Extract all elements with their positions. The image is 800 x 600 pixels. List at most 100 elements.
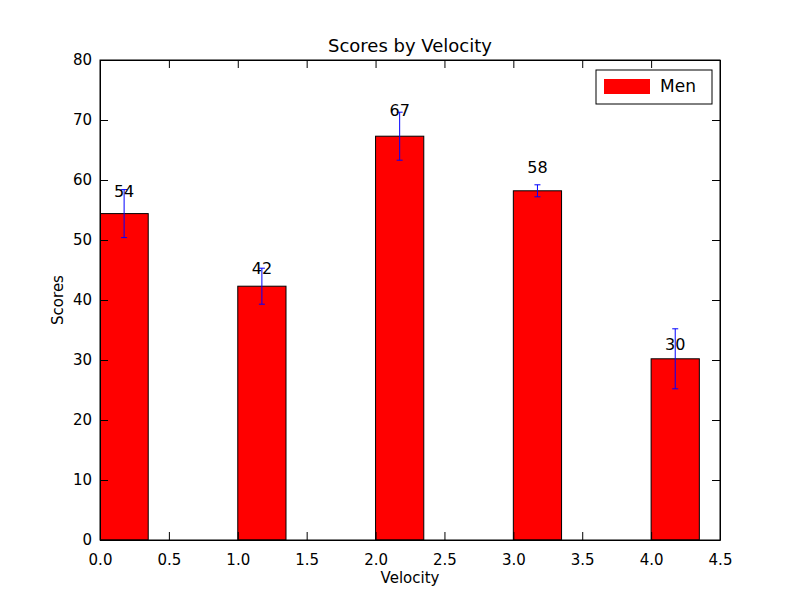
error-cap bbox=[672, 328, 678, 329]
error-cap bbox=[259, 304, 265, 305]
tick: 80 bbox=[73, 51, 108, 69]
tick-mark bbox=[100, 360, 108, 361]
tick-label: 80 bbox=[73, 51, 92, 69]
tick-mark bbox=[307, 532, 308, 540]
plot-area bbox=[100, 112, 699, 540]
tick-label: 70 bbox=[73, 111, 92, 129]
tick-mark bbox=[712, 420, 720, 421]
bar-series bbox=[100, 112, 699, 540]
tick-mark bbox=[100, 300, 108, 301]
tick-mark bbox=[100, 480, 108, 481]
tick-mark bbox=[100, 60, 108, 61]
tick: 70 bbox=[73, 111, 108, 129]
x-axis: 0.0 0.5 1.0 1.5 2.0 2.5 3.0 3.5 4.0 4.5 bbox=[89, 532, 733, 569]
tick bbox=[238, 60, 239, 68]
tick: 40 bbox=[73, 291, 108, 309]
tick: 3.5 bbox=[571, 532, 595, 569]
tick-label: 4.5 bbox=[709, 551, 733, 569]
tick-mark bbox=[582, 532, 583, 540]
tick-mark bbox=[712, 60, 720, 61]
tick-label: 0 bbox=[82, 531, 92, 549]
tick-mark bbox=[712, 480, 720, 481]
tick: 0 bbox=[82, 531, 108, 549]
data-label: 54 bbox=[114, 182, 134, 201]
tick bbox=[513, 60, 514, 68]
tick: 1.0 bbox=[226, 532, 250, 569]
error-cap bbox=[672, 388, 678, 389]
tick-label: 1.0 bbox=[226, 551, 250, 569]
tick: 4.0 bbox=[640, 532, 664, 569]
bar bbox=[376, 136, 424, 540]
tick bbox=[712, 300, 720, 301]
tick-mark bbox=[651, 532, 652, 540]
tick-mark bbox=[238, 532, 239, 540]
tick-mark bbox=[444, 60, 445, 68]
tick-mark bbox=[100, 240, 108, 241]
tick bbox=[376, 60, 377, 68]
tick-mark bbox=[712, 360, 720, 361]
tick-label: 3.5 bbox=[571, 551, 595, 569]
tick-mark bbox=[307, 60, 308, 68]
tick: 2.0 bbox=[364, 532, 388, 569]
tick: 0.5 bbox=[157, 532, 181, 569]
tick-mark bbox=[169, 532, 170, 540]
tick-mark bbox=[712, 540, 720, 541]
tick bbox=[712, 60, 720, 61]
tick bbox=[444, 60, 445, 68]
legend: Men bbox=[596, 70, 712, 104]
tick-mark bbox=[712, 300, 720, 301]
y-axis: 01020304050607080 bbox=[73, 51, 108, 549]
tick bbox=[651, 60, 652, 68]
bar bbox=[513, 191, 561, 540]
error-cap bbox=[534, 196, 540, 197]
tick: 50 bbox=[73, 231, 108, 249]
y-axis-right bbox=[712, 61, 721, 541]
error-bar bbox=[534, 185, 540, 197]
axis-line bbox=[720, 61, 721, 541]
tick-label: 2.5 bbox=[433, 551, 457, 569]
tick-label: 0.5 bbox=[157, 551, 181, 569]
legend-label: Men bbox=[660, 76, 696, 96]
tick: 1.5 bbox=[295, 532, 319, 569]
tick-label: 3.0 bbox=[502, 551, 526, 569]
error-line bbox=[537, 185, 538, 197]
tick bbox=[712, 180, 720, 181]
tick-mark bbox=[100, 540, 108, 541]
tick bbox=[712, 480, 720, 481]
tick-label: 4.0 bbox=[640, 551, 664, 569]
tick bbox=[307, 60, 308, 68]
x-axis-title: Velocity bbox=[381, 569, 440, 587]
tick: 3.0 bbox=[502, 532, 526, 569]
tick-mark bbox=[100, 120, 108, 121]
tick-mark bbox=[100, 180, 108, 181]
tick-mark bbox=[582, 60, 583, 68]
bar bbox=[238, 286, 286, 540]
error-cap bbox=[534, 184, 540, 185]
tick-mark bbox=[376, 532, 377, 540]
tick-label: 20 bbox=[73, 411, 92, 429]
data-label: 58 bbox=[527, 158, 547, 177]
tick-label: 30 bbox=[73, 351, 92, 369]
tick-mark bbox=[169, 60, 170, 68]
bar bbox=[100, 214, 148, 540]
tick-mark bbox=[651, 60, 652, 68]
tick-label: 0.0 bbox=[89, 551, 113, 569]
tick bbox=[712, 360, 720, 361]
tick-mark bbox=[100, 420, 108, 421]
tick-mark bbox=[712, 240, 720, 241]
legend-swatch bbox=[604, 79, 650, 94]
tick-label: 1.5 bbox=[295, 551, 319, 569]
plot-frame bbox=[100, 60, 720, 540]
tick-mark bbox=[712, 120, 720, 121]
tick-label: 40 bbox=[73, 291, 92, 309]
tick-label: 2.0 bbox=[364, 551, 388, 569]
tick: 60 bbox=[73, 171, 108, 189]
tick-mark bbox=[444, 532, 445, 540]
tick bbox=[712, 540, 720, 541]
chart: 54426758300.00.51.01.52.02.53.03.54.04.5… bbox=[0, 0, 800, 600]
tick-label: 50 bbox=[73, 231, 92, 249]
tick bbox=[712, 120, 720, 121]
tick-mark bbox=[513, 532, 514, 540]
title: Scores by Velocity bbox=[328, 35, 492, 56]
error-cap bbox=[121, 237, 127, 238]
